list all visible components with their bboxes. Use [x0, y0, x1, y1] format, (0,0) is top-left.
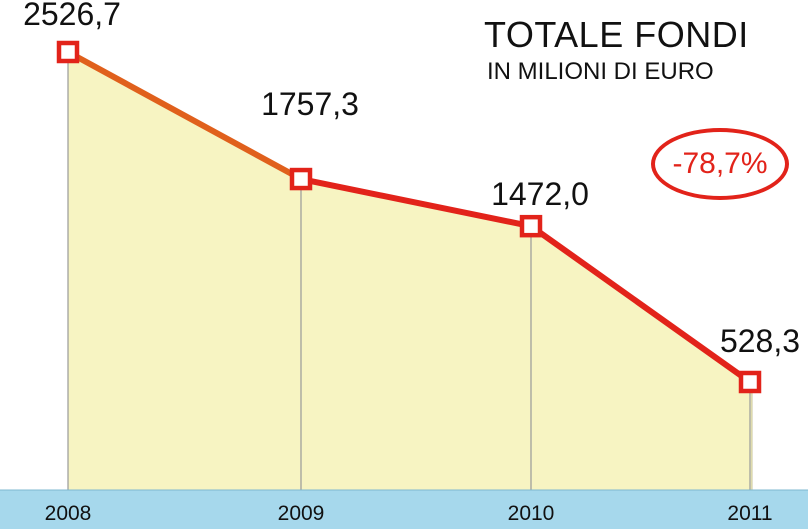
data-label-2011: 528,3: [720, 323, 800, 359]
series-line-segment: [298, 176, 534, 230]
x-tick-label-2011: 2011: [727, 502, 772, 525]
data-point-2009: [289, 167, 313, 191]
data-label-2008: 2526,7: [23, 0, 121, 32]
x-tick-label-2008: 2008: [45, 502, 92, 525]
area-fill: [68, 52, 752, 490]
x-axis-band: [0, 490, 808, 529]
data-point-2008: [56, 40, 80, 64]
change-badge: -78,7%: [651, 128, 789, 200]
chart-title: TOTALE FONDI: [484, 14, 749, 55]
data-label-2009: 1757,3: [261, 86, 359, 122]
x-tick-label-2010: 2010: [508, 502, 555, 525]
chart-subtitle: IN MILIONI DI EURO: [487, 58, 714, 85]
series-line-segment: [65, 49, 304, 183]
data-point-2011: [738, 370, 762, 394]
series-line-segment: [528, 223, 753, 385]
x-tick-label-2009: 2009: [278, 502, 325, 525]
data-label-2010: 1472,0: [491, 176, 589, 212]
data-point-2010: [519, 214, 543, 238]
